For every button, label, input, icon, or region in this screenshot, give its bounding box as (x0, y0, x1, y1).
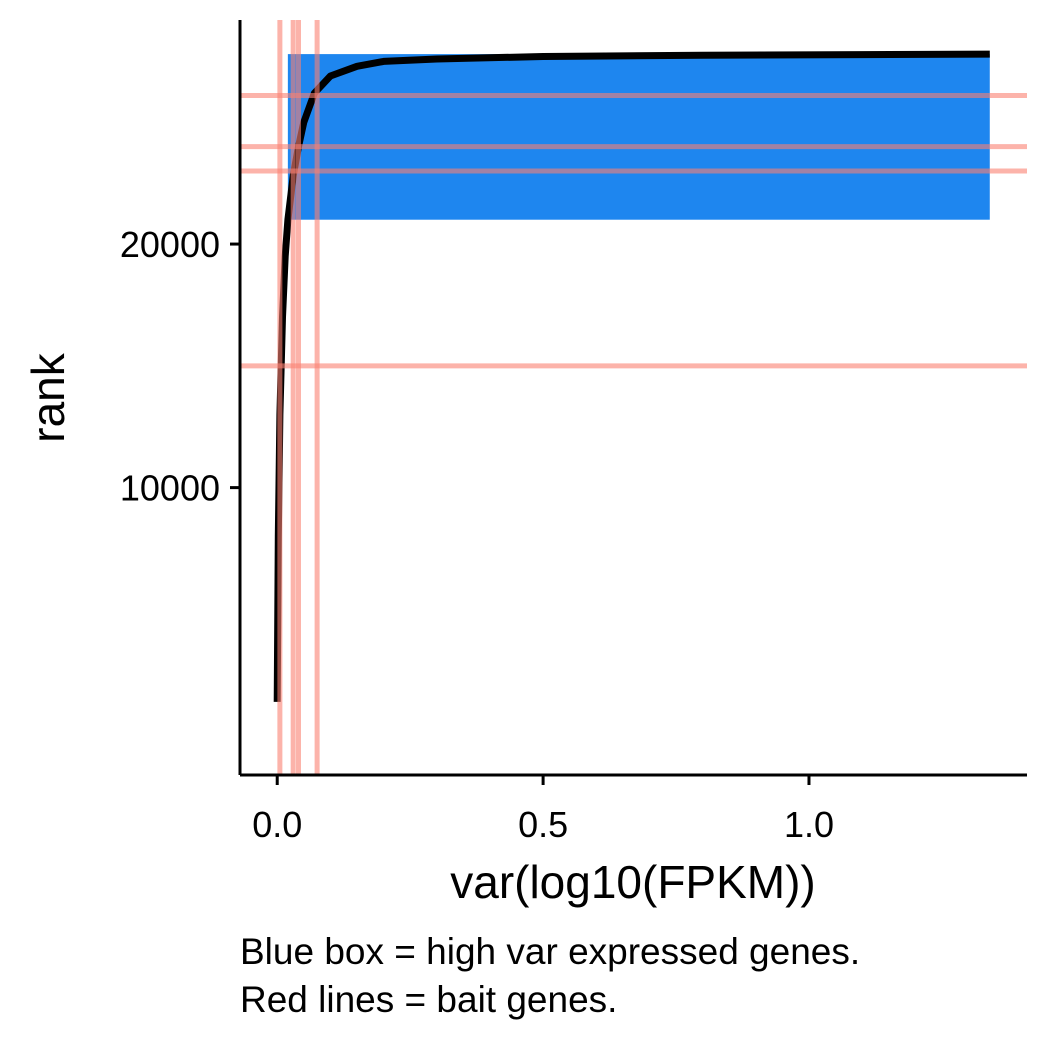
y-tick-label-1: 10000 (120, 468, 220, 509)
high-var-box (287, 54, 990, 220)
caption-line-1: Blue box = high var expressed genes. (240, 931, 861, 972)
x-tick-label-1: 0.0 (252, 804, 302, 845)
y-axis-title: rank (22, 352, 74, 442)
x-axis-title: var(log10(FPKM)) (450, 856, 816, 908)
axes (238, 20, 1027, 777)
plot-area (240, 20, 1027, 775)
figure-caption: Blue box = high var expressed genes. Red… (240, 928, 860, 1024)
tick-marks (230, 242, 811, 785)
x-tick-label-2: 0.5 (518, 804, 568, 845)
chart: var(log10(FPKM)) rank 0.0 0.5 1.0 10000 2000… (22, 20, 1027, 908)
caption-line-2: Red lines = bait genes. (240, 979, 618, 1020)
x-tick-label-3: 1.0 (784, 804, 834, 845)
y-tick-label-2: 20000 (120, 224, 220, 265)
